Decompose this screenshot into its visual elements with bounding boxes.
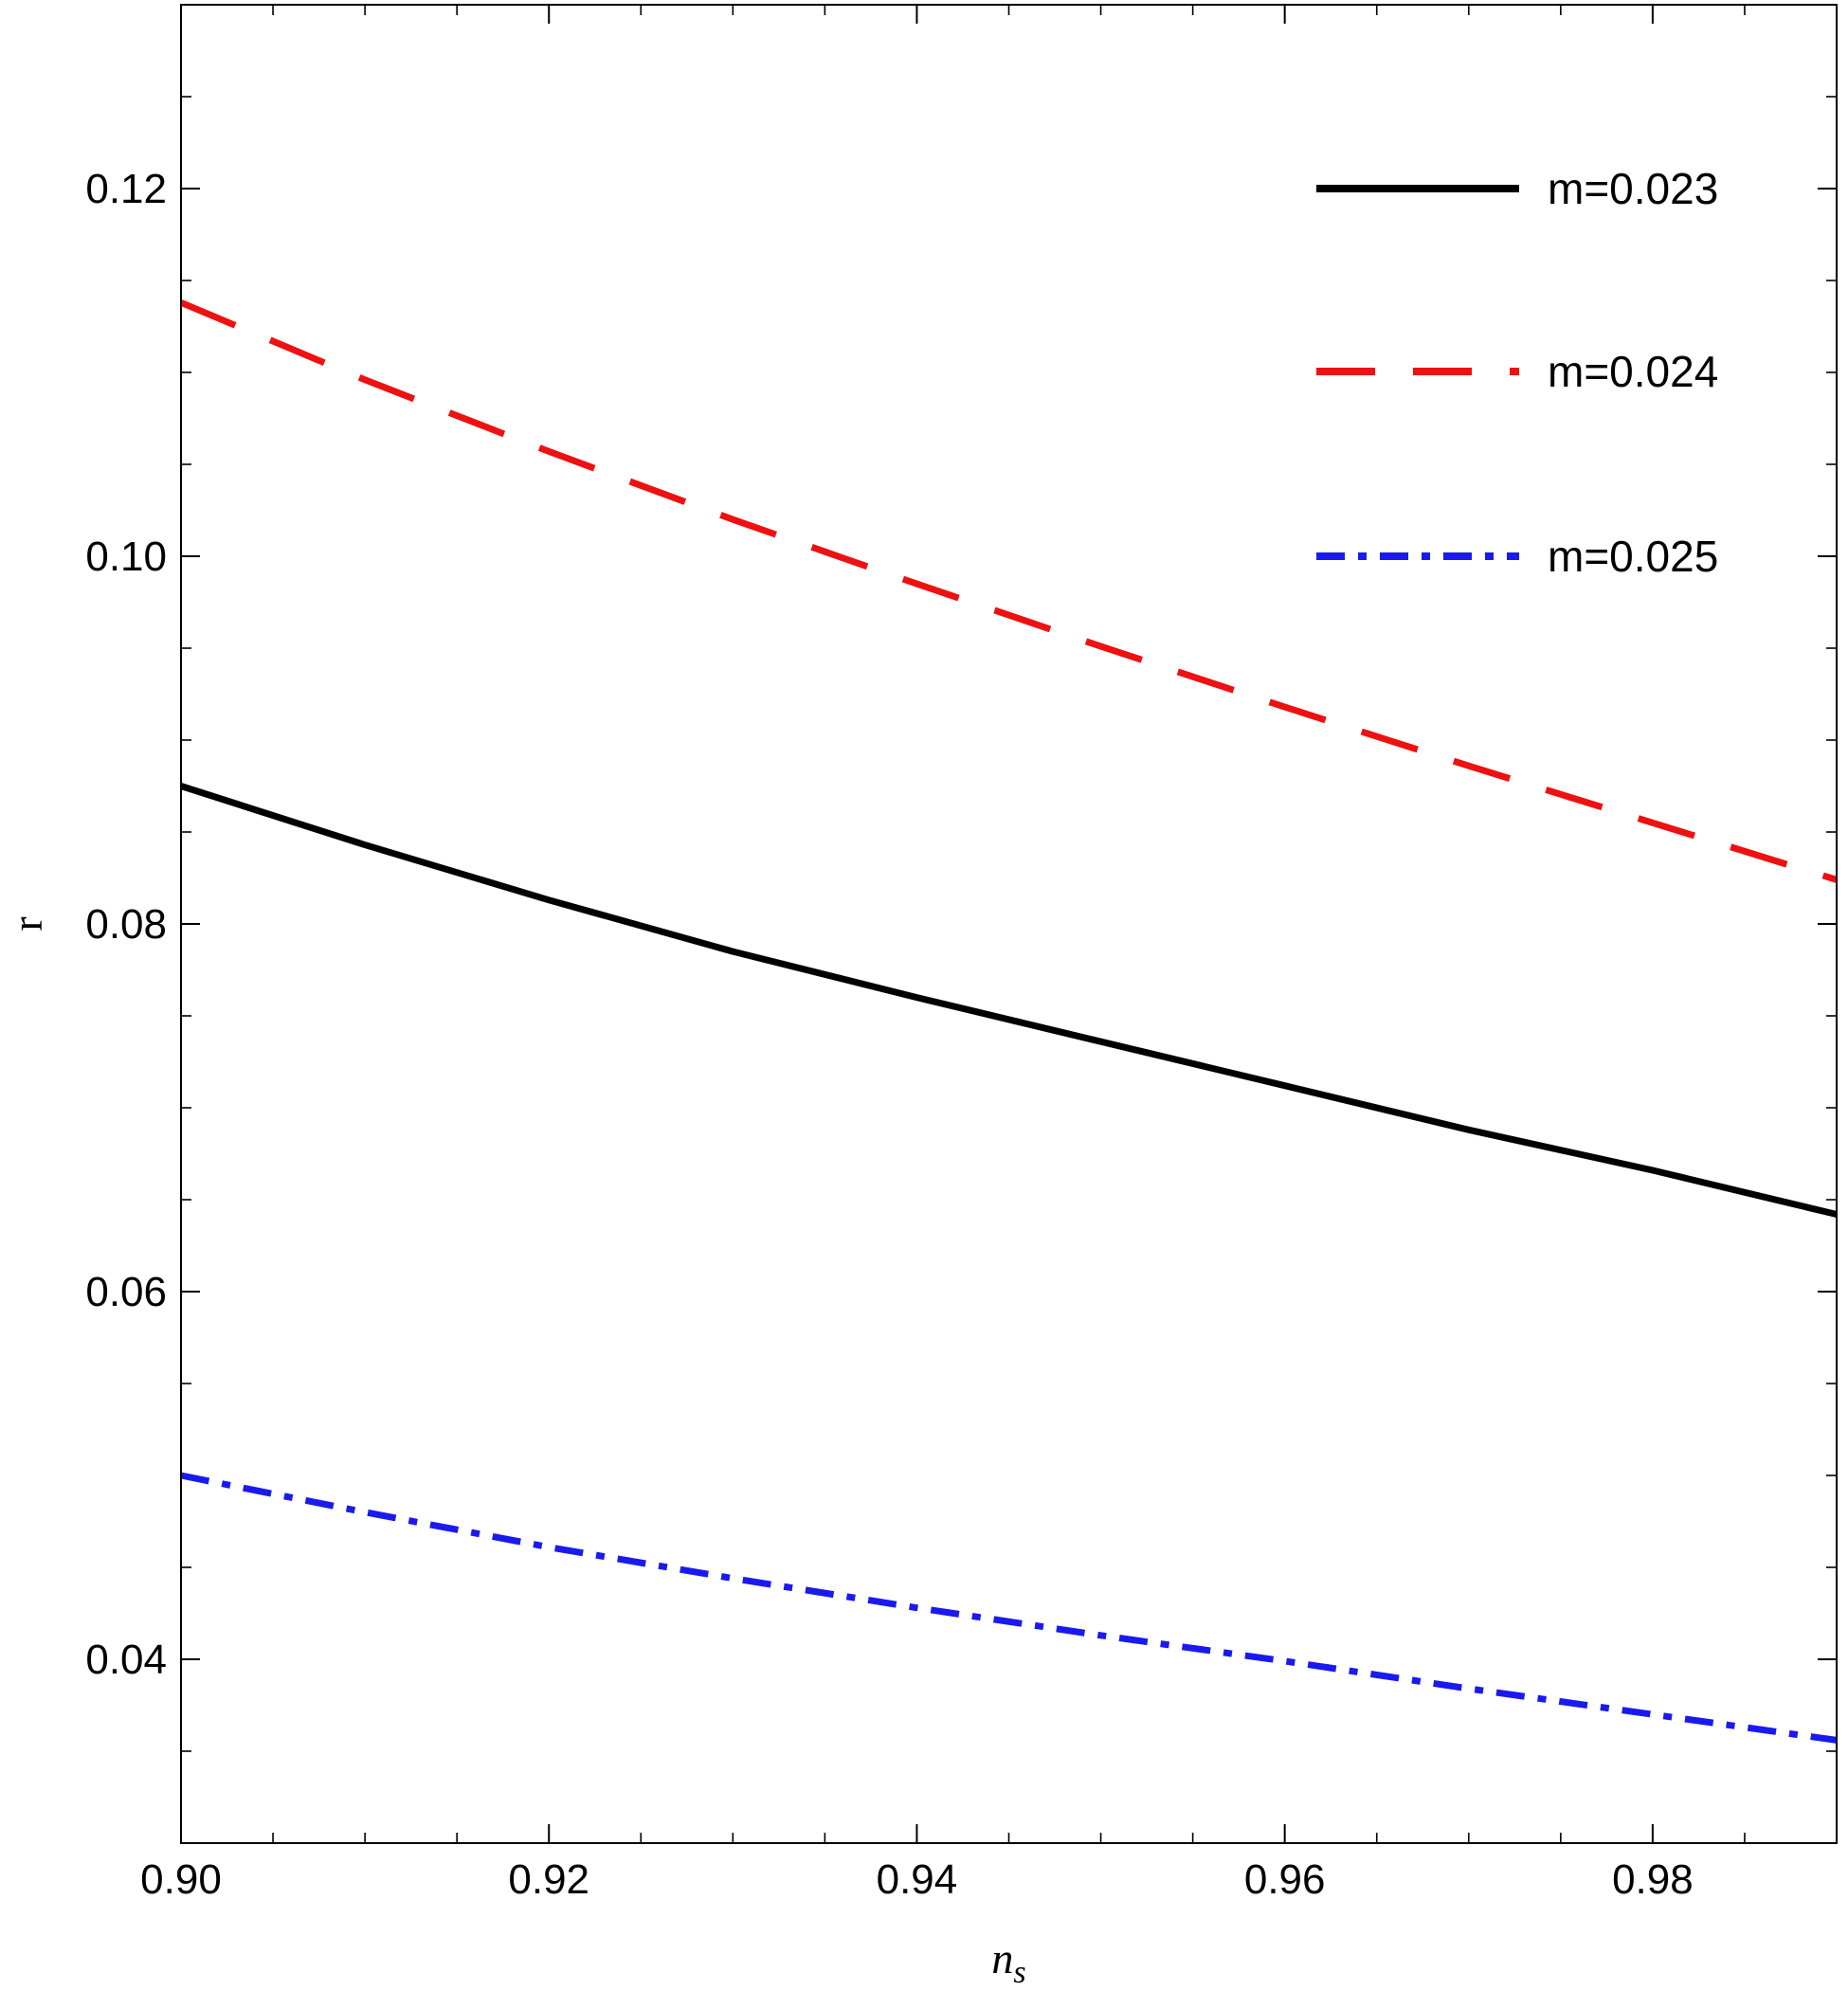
- series-line-2: [179, 299, 1839, 883]
- minor-ticks: [181, 4, 1838, 1844]
- x-tick-label: 0.94: [877, 1856, 958, 1903]
- series-layer: [179, 299, 1839, 1744]
- x-tick-label: 0.90: [140, 1856, 222, 1903]
- y-tick-label: 0.04: [85, 1637, 167, 1683]
- plot-frame: [180, 4, 1838, 1844]
- tick-labels: 0.90 0.92 0.94 0.96 0.98 0.04 0.06 0.08 0.10 0.12: [85, 166, 1693, 1903]
- y-axis-title: r: [3, 916, 51, 931]
- y-tick-label: 0.06: [85, 1269, 167, 1315]
- series-line-3: [180, 1472, 1838, 1744]
- x-tick-label: 0.96: [1244, 1856, 1326, 1903]
- x-axis-title-main: n: [991, 1934, 1013, 1982]
- legend: m=0.023 m=0.024 m=0.025: [1316, 164, 1718, 581]
- y-tick-label: 0.12: [85, 166, 167, 212]
- y-tick-label: 0.08: [85, 901, 167, 948]
- x-tick-label: 0.98: [1612, 1856, 1694, 1903]
- y-tick-label: 0.10: [85, 534, 167, 580]
- series-line-1: [179, 783, 1838, 1218]
- x-axis-title-subscript: s: [1013, 1955, 1025, 1990]
- legend-label-3: m=0.025: [1548, 532, 1718, 581]
- legend-label-1: m=0.023: [1548, 164, 1718, 213]
- legend-label-2: m=0.024: [1548, 347, 1718, 396]
- x-tick-label: 0.92: [508, 1856, 589, 1903]
- x-axis-title: ns: [991, 1934, 1025, 1990]
- major-ticks: [180, 5, 1837, 1843]
